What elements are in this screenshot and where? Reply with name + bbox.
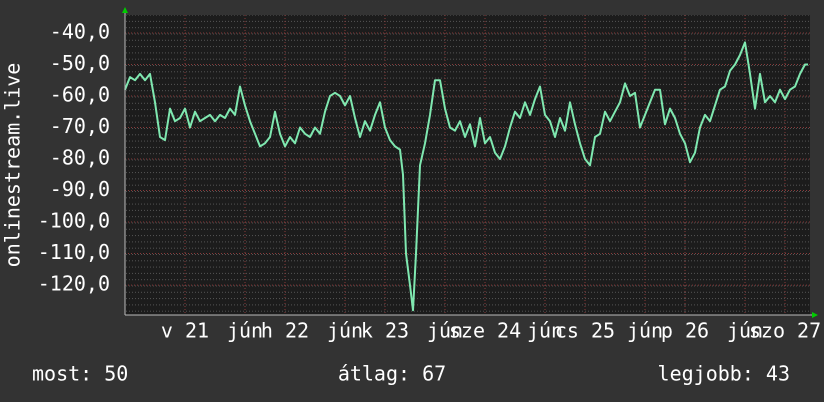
x-tick-label: p 26 [661, 319, 709, 343]
x-tick-label: szo 27 [749, 319, 821, 343]
footer-current: most: 50 [32, 362, 128, 386]
y-tick-label: -100,0 [38, 209, 110, 233]
y-tick-label: -120,0 [38, 272, 110, 296]
x-tick-label: k 23 [361, 319, 409, 343]
y-tick-label: -60,0 [50, 82, 110, 106]
x-tick-label: jún [227, 319, 263, 343]
y-tick-label: -40,0 [50, 19, 110, 43]
x-tick-label: jún [327, 319, 363, 343]
minor-grid [125, 15, 810, 315]
x-tick-label: jún [727, 319, 763, 343]
x-tick-label: sze 24 [449, 319, 521, 343]
y-tick-label: -90,0 [50, 177, 110, 201]
x-tick-label: jún [627, 319, 663, 343]
axis-arrow [812, 312, 818, 318]
y-tick-label: -110,0 [38, 240, 110, 264]
data-line [124, 41, 808, 312]
y-tick-label: -80,0 [50, 146, 110, 170]
x-tick-label: jún [527, 319, 563, 343]
footer-average: átlag: 67 [338, 362, 446, 386]
y-tick-label: -50,0 [50, 51, 110, 75]
y-axis-label: onlinestream.live [1, 63, 25, 268]
axis-arrow [122, 7, 128, 13]
x-tick-label: cs 25 [555, 319, 615, 343]
y-tick-label: -70,0 [50, 114, 110, 138]
x-tick-label: v 21 [161, 319, 209, 343]
footer-best: legjobb: 43 [658, 362, 790, 386]
x-tick-label: h 22 [261, 319, 309, 343]
x-tick-label: jún [427, 319, 463, 343]
